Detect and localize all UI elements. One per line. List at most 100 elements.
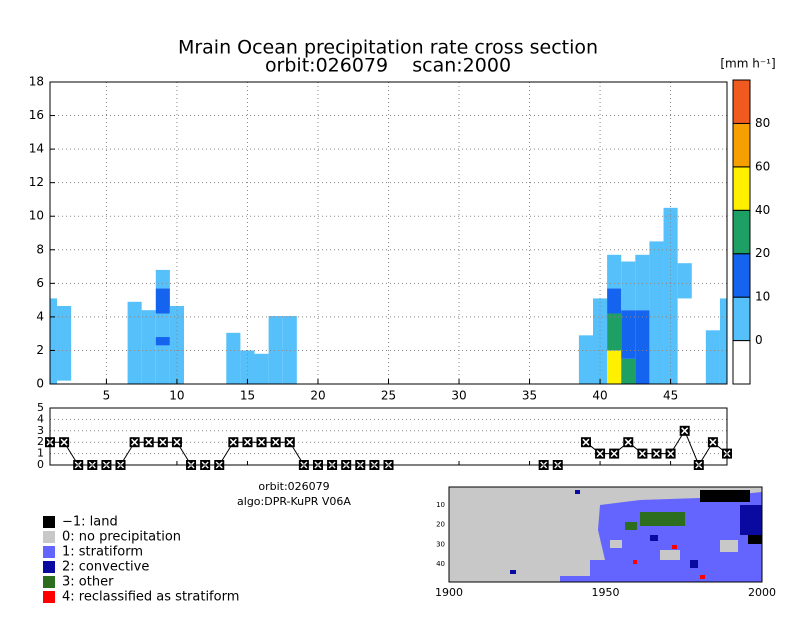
legend-label: 2: convective [62, 560, 149, 575]
colorbar-box [732, 122, 751, 168]
x-tick-label: 1950 [592, 586, 620, 599]
plot-frame [49, 407, 728, 466]
marker-cross [243, 438, 251, 446]
x-tick-label: 2000 [748, 586, 776, 599]
marker-cross [709, 438, 717, 446]
annotation: algo:DPR-KuPR V06A [237, 495, 351, 508]
rain-cell [169, 305, 184, 384]
colorbar-label: 40 [755, 203, 770, 217]
marker [171, 437, 182, 448]
rain-cell [57, 305, 72, 381]
marker-cross [60, 438, 68, 446]
marker [637, 448, 648, 459]
marker-cross [159, 438, 167, 446]
rain-cell [282, 316, 297, 384]
map-frame [448, 486, 763, 583]
rain-cell [240, 350, 255, 384]
y-tick-label: 14 [29, 142, 44, 156]
marker [651, 448, 662, 459]
marker-cross [596, 450, 604, 458]
rain-cell [268, 316, 283, 384]
marker-cross [667, 450, 675, 458]
marker [679, 425, 690, 436]
legend-swatch [43, 531, 55, 543]
marker [129, 437, 140, 448]
x-tick-label: 30 [451, 389, 466, 403]
y-tick-label: 10 [29, 209, 44, 223]
marker-cross [229, 438, 237, 446]
rain-cell [607, 350, 622, 384]
x-tick-label: 1900 [435, 586, 463, 599]
rain-cell [607, 313, 622, 351]
rain-cell [155, 313, 170, 338]
marker-cross [258, 438, 266, 446]
legend-swatch [43, 546, 55, 558]
marker [59, 437, 70, 448]
y-tick-label: 40 [436, 560, 445, 568]
y-tick-label: 1 [37, 447, 44, 460]
plot-frame [49, 81, 728, 385]
marker-cross [272, 438, 280, 446]
colorbar-box [732, 79, 751, 124]
colorbar-box [732, 209, 751, 255]
rain-cell [621, 358, 636, 384]
marker-cross [582, 438, 590, 446]
colorbar-label: 20 [755, 246, 770, 260]
rain-cell [677, 263, 692, 299]
chart-subtitle: orbit:026079 scan:2000 [265, 55, 511, 77]
colorbar-label: 60 [755, 159, 770, 173]
y-tick-label: 3 [37, 424, 44, 437]
marker [242, 437, 253, 448]
marker-cross [638, 450, 646, 458]
line-series [585, 429, 728, 467]
legend-swatch [43, 561, 55, 573]
marker-cross [145, 438, 153, 446]
marker [157, 437, 168, 448]
rain-cell [635, 310, 650, 384]
rain-cell [226, 332, 241, 384]
marker [623, 437, 634, 448]
rain-cell [607, 288, 622, 314]
colorbar-unit: [mm h⁻¹] [720, 57, 775, 71]
rain-cell [155, 288, 170, 314]
legend-swatch [43, 516, 55, 528]
x-tick-label: 5 [103, 389, 111, 403]
rain-cell [254, 353, 269, 384]
rain-cell [593, 298, 608, 384]
marker-cross [286, 438, 294, 446]
marker-cross [681, 427, 689, 435]
marker-cross [624, 438, 632, 446]
rain-cell [50, 298, 58, 384]
rain-cell [578, 335, 594, 384]
x-tick-label: 25 [381, 389, 396, 403]
y-tick-label: 12 [29, 175, 44, 189]
rain-cell [127, 301, 142, 384]
rain-cell [649, 241, 664, 384]
y-tick-label: 4 [37, 412, 44, 425]
y-tick-label: 10 [436, 501, 445, 509]
y-tick-label: 2 [37, 435, 44, 448]
x-tick-label: 35 [522, 389, 537, 403]
y-tick-label: 0 [36, 377, 44, 391]
rain-cell [705, 330, 720, 384]
y-tick-label: 18 [29, 75, 44, 89]
marker [284, 437, 295, 448]
marker [256, 437, 267, 448]
annotation: orbit:026079 [258, 480, 329, 493]
y-tick-label: 6 [36, 276, 44, 290]
legend-label: −1: land [62, 515, 118, 530]
marker [270, 437, 281, 448]
rain-cell [141, 310, 156, 384]
rain-cell [635, 254, 650, 311]
marker [609, 448, 620, 459]
rain-cell [155, 337, 170, 346]
legend-label: 4: reclassified as stratiform [62, 590, 239, 605]
legend-swatch [43, 591, 55, 603]
colorbar-label: 80 [755, 116, 770, 130]
y-tick-label: 30 [436, 540, 445, 548]
map-image [449, 487, 762, 582]
legend-label: 0: no precipitation [62, 530, 181, 545]
marker [143, 437, 154, 448]
colorbar-box [732, 166, 751, 211]
colorbar-label: 0 [755, 333, 763, 347]
